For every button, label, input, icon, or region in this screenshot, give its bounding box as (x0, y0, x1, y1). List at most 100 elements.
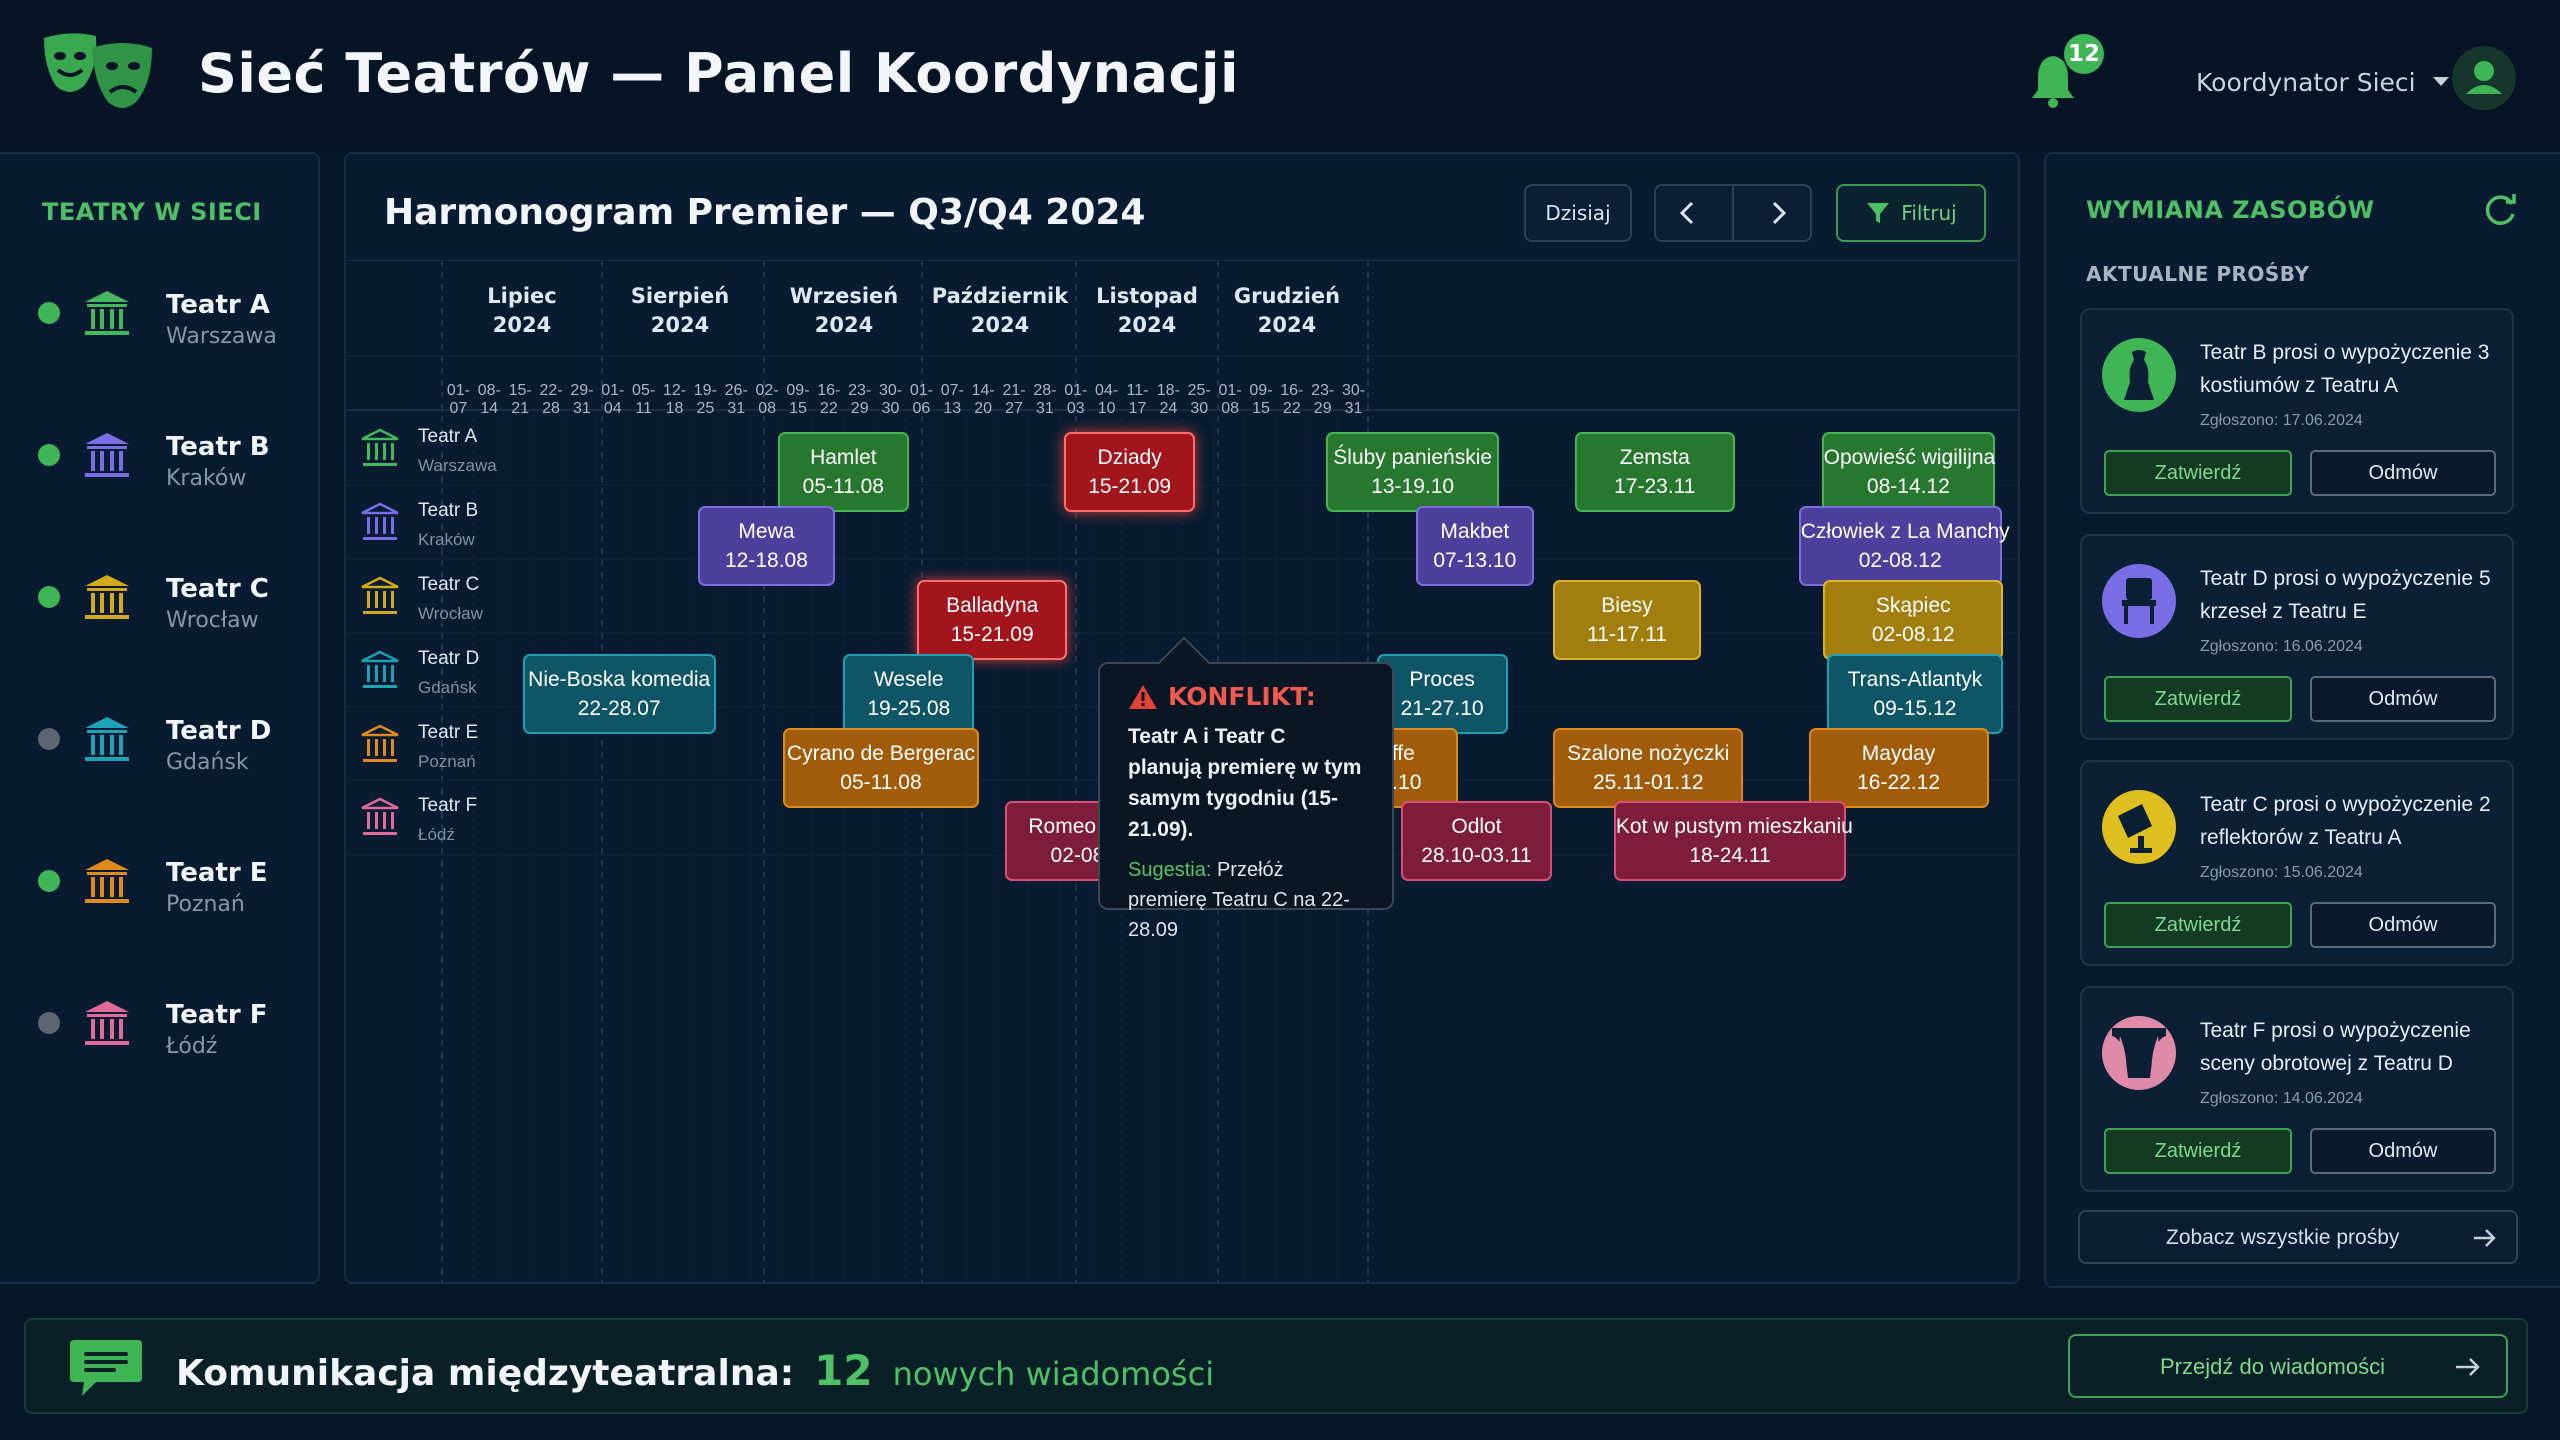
month-header: Lipiec 2024 (432, 282, 612, 340)
premiere-event[interactable]: Odlot 28.10-03.11 (1401, 801, 1552, 881)
premiere-event[interactable]: Szalone nożyczki 25.11-01.12 (1553, 728, 1744, 808)
theater-item[interactable]: Teatr D Gdańsk (0, 686, 318, 806)
resources-panel: WYMIANA ZASOBÓW AKTUALNE PROŚBY Teatr B … (2044, 152, 2560, 1288)
event-dates: 02-08.12 (1858, 549, 1942, 572)
premiere-event[interactable]: Skąpiec 02-08.12 (1823, 580, 2004, 660)
month-name: Wrzesień (789, 284, 899, 308)
user-label: Koordynator Sieci (2196, 67, 2416, 97)
week-label: 15-21 (508, 382, 532, 417)
deny-button[interactable]: Odmów (2310, 676, 2496, 722)
premiere-event-conflict[interactable]: Dziady 15-21.09 (1064, 432, 1196, 512)
theater-building-icon (85, 717, 129, 761)
week-label: 16-22 (817, 382, 841, 417)
bell-icon[interactable] (2028, 50, 2078, 110)
app-header: Sieć Teatrów — Panel Koordynacji 12 Koor… (0, 0, 2560, 150)
messages-count: 12 (814, 1346, 873, 1395)
week-label: 12-18 (662, 382, 687, 417)
avatar[interactable] (2452, 46, 2516, 110)
deny-button[interactable]: Odmów (2310, 1128, 2496, 1174)
event-title: Śluby panieńskie (1333, 446, 1493, 469)
month-year: 2024 (814, 313, 874, 337)
event-dates: 15-21.09 (1088, 475, 1172, 498)
premiere-event[interactable]: Mewa 12-18.08 (697, 506, 836, 586)
row-theater-name: Teatr B (418, 500, 479, 521)
request-icon-badge (2102, 564, 2176, 638)
week-label: 23-29 (848, 382, 872, 417)
schedule-title: Harmonogram Premier — Q3/Q4 2024 (384, 192, 1146, 233)
status-dot (38, 302, 60, 324)
theater-item[interactable]: Teatr A Warszawa (0, 260, 318, 380)
month-header: Październik 2024 (910, 282, 1090, 340)
schedule-grid: Lipiec 2024 Sierpień 2024 Wrzesień 2024 Paździ… (346, 260, 2018, 1282)
see-all-label: Zobacz wszystkie prośby (2166, 1226, 2400, 1249)
theater-item[interactable]: Teatr E Poznań (0, 828, 318, 948)
premiere-event[interactable]: Trans-Atlantyk 09-15.12 (1826, 654, 2004, 734)
arrow-right-icon (2474, 1229, 2496, 1247)
approve-button[interactable]: Zatwierdź (2104, 1128, 2292, 1174)
request-date: Zgłoszono: 17.06.2024 (2200, 412, 2363, 429)
refresh-icon[interactable] (2480, 190, 2520, 230)
premiere-event[interactable]: Człowiek z La Manchy 02-08.12 (1798, 506, 2010, 586)
premiere-event[interactable]: Zemsta 17-23.11 (1574, 432, 1735, 512)
event-dates: 05-11.08 (802, 475, 884, 498)
request-text: Teatr F prosi o wypożyczenie sceny obrot… (2200, 1019, 2471, 1075)
chevron-down-icon (2432, 77, 2449, 86)
event-dates: 02-08.12 (1871, 623, 1955, 646)
theater-item[interactable]: Teatr C Wrocław (0, 544, 318, 664)
chevron-right-icon[interactable] (1758, 193, 1798, 233)
row-theater-name: Teatr F (418, 795, 478, 816)
event-dates: 28.10-03.11 (1421, 844, 1532, 867)
premiere-event[interactable]: Wesele 19-25.08 (843, 654, 975, 734)
approve-button[interactable]: Zatwierdź (2104, 676, 2292, 722)
event-title: Balladyna (946, 594, 1039, 617)
week-label: 01-06 (909, 382, 933, 417)
today-button[interactable]: Dzisiaj (1524, 184, 1632, 242)
theater-name: Teatr C (166, 574, 269, 604)
chevron-left-icon[interactable] (1668, 193, 1708, 233)
premiere-event[interactable]: Makbet 07-13.10 (1415, 506, 1534, 586)
see-all-requests-button[interactable]: Zobacz wszystkie prośby (2078, 1210, 2518, 1264)
user-menu[interactable]: Koordynator Sieci (2196, 62, 2450, 102)
month-year: 2024 (650, 313, 710, 337)
go-to-messages-label: Przejdź do wiadomości (2160, 1354, 2385, 1379)
event-title: Hamlet (810, 446, 877, 469)
theaters-panel: TEATRY W SIECI Teatr A Warszawa Teatr B Kra… (0, 152, 320, 1284)
theater-item[interactable]: Teatr B Kraków (0, 402, 318, 522)
approve-button[interactable]: Zatwierdź (2104, 450, 2292, 496)
premiere-event[interactable]: Proces 21-27.10 (1376, 654, 1508, 734)
event-title: Człowiek z La Manchy (1800, 520, 2010, 543)
suggestion-text: Przełóż premierę Teatru C na 22-28.09 (1128, 859, 1350, 941)
event-dates: 13-19.10 (1371, 475, 1455, 498)
week-label: 18-24 (1156, 382, 1180, 417)
event-dates: 07-13.10 (1433, 549, 1517, 572)
deny-button[interactable]: Odmów (2310, 450, 2496, 496)
week-label: 02-08 (755, 382, 779, 417)
event-title: Zemsta (1619, 446, 1690, 469)
week-label: 01-04 (601, 382, 625, 417)
premiere-event[interactable]: Cyrano de Bergerac 05-11.08 (782, 728, 980, 808)
deny-button[interactable]: Odmów (2310, 902, 2496, 948)
event-title: Szalone nożyczki (1567, 742, 1730, 765)
premiere-event[interactable]: Biesy 11-17.11 (1553, 580, 1701, 660)
conflict-message: Teatr A i Teatr C planują premierę w tym… (1128, 725, 1362, 841)
premiere-event[interactable]: Nie-Boska komedia 22-28.07 (522, 654, 716, 734)
conflict-tooltip: KONFLIKT: Teatr A i Teatr C planują prem… (1098, 636, 1394, 941)
theater-name: Teatr E (166, 858, 268, 888)
resource-request-card: Teatr C prosi o wypożyczenie 2 reflektor… (2080, 760, 2514, 966)
premiere-event[interactable]: Mayday 16-22.12 (1808, 728, 1989, 808)
premiere-event[interactable]: Hamlet 05-11.08 (777, 432, 909, 512)
date-nav (1654, 184, 1812, 242)
premiere-event[interactable]: Śluby panieńskie 13-19.10 (1325, 432, 1500, 512)
theater-building-icon (361, 797, 399, 835)
theater-item[interactable]: Teatr F Łódź (0, 970, 318, 1090)
filter-button[interactable]: Filtruj (1836, 184, 1986, 242)
week-label: 08-14 (477, 382, 501, 417)
premiere-event-conflict[interactable]: Balladyna 15-21.09 (916, 580, 1068, 660)
week-label: 19-25 (693, 382, 717, 417)
approve-button[interactable]: Zatwierdź (2104, 902, 2292, 948)
theater-building-icon (85, 433, 129, 477)
premiere-event[interactable]: Opowieść wigilijna 08-14.12 (1821, 432, 1995, 512)
filter-button-label: Filtruj (1901, 201, 1957, 225)
go-to-messages-button[interactable]: Przejdź do wiadomości (2068, 1334, 2508, 1398)
premiere-event[interactable]: Kot w pustym mieszkaniu 18-24.11 (1613, 801, 1853, 881)
